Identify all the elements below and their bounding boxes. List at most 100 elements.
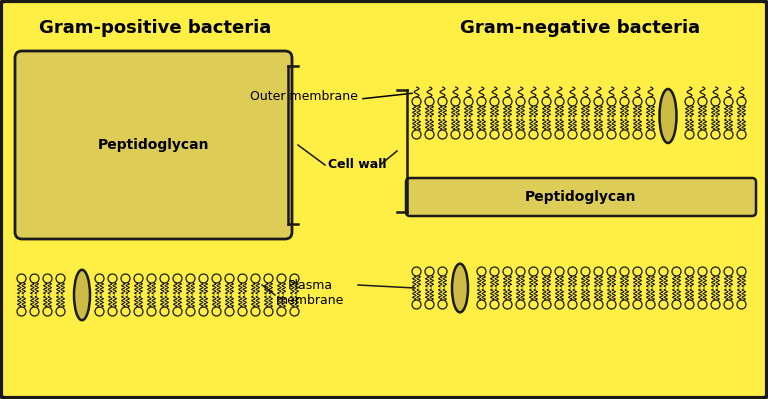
FancyBboxPatch shape xyxy=(15,51,292,239)
Text: Peptidoglycan: Peptidoglycan xyxy=(98,138,209,152)
Circle shape xyxy=(568,130,577,139)
Text: Cell wall: Cell wall xyxy=(328,158,386,172)
Circle shape xyxy=(542,300,551,309)
Circle shape xyxy=(620,267,629,276)
Circle shape xyxy=(490,97,499,106)
Circle shape xyxy=(212,274,221,283)
Circle shape xyxy=(503,267,512,276)
Circle shape xyxy=(147,307,156,316)
Circle shape xyxy=(685,267,694,276)
Circle shape xyxy=(412,267,421,276)
Circle shape xyxy=(594,130,603,139)
Circle shape xyxy=(516,97,525,106)
Circle shape xyxy=(425,130,434,139)
Circle shape xyxy=(464,97,473,106)
Circle shape xyxy=(251,274,260,283)
Circle shape xyxy=(277,307,286,316)
Circle shape xyxy=(581,300,590,309)
Circle shape xyxy=(568,267,577,276)
Circle shape xyxy=(490,300,499,309)
Circle shape xyxy=(685,97,694,106)
Circle shape xyxy=(711,267,720,276)
Circle shape xyxy=(238,274,247,283)
Circle shape xyxy=(108,274,117,283)
Circle shape xyxy=(95,307,104,316)
Circle shape xyxy=(173,274,182,283)
Circle shape xyxy=(225,307,234,316)
Circle shape xyxy=(490,130,499,139)
Circle shape xyxy=(451,97,460,106)
Circle shape xyxy=(529,97,538,106)
Circle shape xyxy=(659,267,668,276)
Circle shape xyxy=(173,307,182,316)
Circle shape xyxy=(290,274,299,283)
Circle shape xyxy=(685,300,694,309)
Circle shape xyxy=(43,274,52,283)
Circle shape xyxy=(438,97,447,106)
Circle shape xyxy=(251,307,260,316)
Circle shape xyxy=(17,274,26,283)
Circle shape xyxy=(724,267,733,276)
Circle shape xyxy=(516,300,525,309)
Text: Gram-positive bacteria: Gram-positive bacteria xyxy=(39,19,271,37)
Circle shape xyxy=(277,274,286,283)
Circle shape xyxy=(186,274,195,283)
Circle shape xyxy=(711,130,720,139)
Circle shape xyxy=(568,300,577,309)
Circle shape xyxy=(698,267,707,276)
Circle shape xyxy=(724,130,733,139)
Circle shape xyxy=(264,307,273,316)
Text: Outer membrane: Outer membrane xyxy=(250,89,358,103)
Circle shape xyxy=(542,267,551,276)
Circle shape xyxy=(607,300,616,309)
Circle shape xyxy=(633,130,642,139)
Circle shape xyxy=(659,300,668,309)
Circle shape xyxy=(56,274,65,283)
Circle shape xyxy=(646,267,655,276)
Circle shape xyxy=(646,97,655,106)
Circle shape xyxy=(160,274,169,283)
Circle shape xyxy=(425,267,434,276)
Circle shape xyxy=(620,130,629,139)
Circle shape xyxy=(477,97,486,106)
Circle shape xyxy=(412,300,421,309)
Circle shape xyxy=(581,97,590,106)
Circle shape xyxy=(17,307,26,316)
Circle shape xyxy=(529,300,538,309)
Circle shape xyxy=(737,130,746,139)
Circle shape xyxy=(464,130,473,139)
Circle shape xyxy=(672,300,681,309)
Circle shape xyxy=(43,307,52,316)
Circle shape xyxy=(199,274,208,283)
Circle shape xyxy=(724,300,733,309)
Circle shape xyxy=(555,267,564,276)
Circle shape xyxy=(607,267,616,276)
Circle shape xyxy=(238,307,247,316)
Circle shape xyxy=(225,274,234,283)
Circle shape xyxy=(737,267,746,276)
Circle shape xyxy=(438,267,447,276)
Circle shape xyxy=(594,267,603,276)
Circle shape xyxy=(212,307,221,316)
Circle shape xyxy=(594,300,603,309)
Circle shape xyxy=(698,97,707,106)
Circle shape xyxy=(633,300,642,309)
Circle shape xyxy=(581,130,590,139)
Circle shape xyxy=(646,130,655,139)
Ellipse shape xyxy=(452,264,468,312)
Circle shape xyxy=(698,300,707,309)
Circle shape xyxy=(503,130,512,139)
Circle shape xyxy=(147,274,156,283)
Ellipse shape xyxy=(660,89,677,143)
Circle shape xyxy=(108,307,117,316)
Circle shape xyxy=(529,267,538,276)
Circle shape xyxy=(425,97,434,106)
Circle shape xyxy=(199,307,208,316)
Circle shape xyxy=(412,97,421,106)
Circle shape xyxy=(264,274,273,283)
Circle shape xyxy=(724,97,733,106)
Circle shape xyxy=(685,130,694,139)
Circle shape xyxy=(30,307,39,316)
Circle shape xyxy=(490,267,499,276)
Circle shape xyxy=(121,274,130,283)
